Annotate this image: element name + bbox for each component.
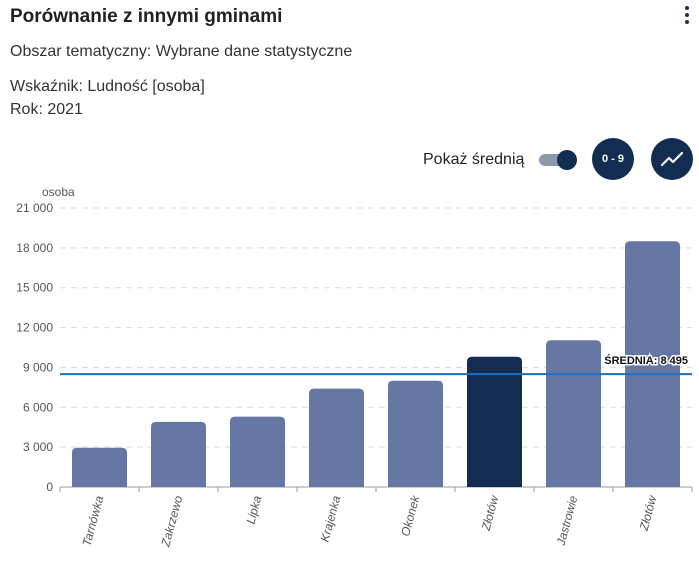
y-tick-label: 12 000 bbox=[16, 321, 53, 335]
y-tick-label: 18 000 bbox=[16, 241, 53, 255]
y-tick-label: 15 000 bbox=[16, 281, 53, 295]
trend-line-icon bbox=[661, 151, 683, 167]
x-tick-label: Jastrowie bbox=[553, 494, 580, 548]
show-average-toggle[interactable] bbox=[537, 150, 577, 170]
bar bbox=[388, 380, 443, 487]
thematic-area-text: Obszar tematyczny: Wybrane dane statysty… bbox=[10, 43, 353, 60]
trend-chart-button[interactable] bbox=[651, 138, 693, 180]
kebab-menu-icon[interactable] bbox=[680, 6, 694, 28]
show-average-label: Pokaż średnią bbox=[423, 151, 525, 168]
bar bbox=[72, 447, 127, 487]
page-title: Porównanie z innymi gminami bbox=[10, 6, 283, 27]
y-axis-unit-label: osoba bbox=[42, 185, 75, 199]
range-button-label: 0 - 9 bbox=[601, 153, 624, 165]
x-tick-label: Złotów bbox=[636, 493, 659, 533]
y-tick-label: 21 000 bbox=[16, 201, 53, 215]
x-tick-label: Lipka bbox=[243, 494, 264, 526]
y-tick-label: 6 000 bbox=[23, 400, 53, 414]
x-tick-label: Krajenka bbox=[318, 494, 344, 544]
bar bbox=[546, 340, 601, 487]
x-tick-label: Okonek bbox=[398, 493, 422, 538]
average-label: ŚREDNIA: 8 495 bbox=[604, 354, 688, 367]
x-tick-label: Zakrzewo bbox=[158, 494, 185, 549]
range-button[interactable]: 0 - 9 bbox=[592, 138, 634, 180]
bar bbox=[467, 356, 522, 487]
indicator-text: Wskaźnik: Ludność [osoba] bbox=[10, 78, 205, 95]
toggle-knob bbox=[557, 150, 577, 170]
y-tick-label: 0 bbox=[46, 480, 53, 494]
bar bbox=[230, 416, 285, 487]
year-text: Rok: 2021 bbox=[10, 101, 83, 118]
x-tick-label: Złotów bbox=[478, 493, 501, 533]
x-tick-label: Tarnówka bbox=[80, 494, 107, 548]
bar bbox=[309, 388, 364, 487]
bar bbox=[151, 421, 206, 487]
y-tick-label: 9 000 bbox=[23, 360, 53, 374]
bar-chart: osoba 0 3 000 6 000 9 000 12 000 15 000 18 000 2… bbox=[16, 185, 693, 549]
bar bbox=[625, 241, 680, 487]
y-tick-label: 3 000 bbox=[23, 440, 53, 454]
